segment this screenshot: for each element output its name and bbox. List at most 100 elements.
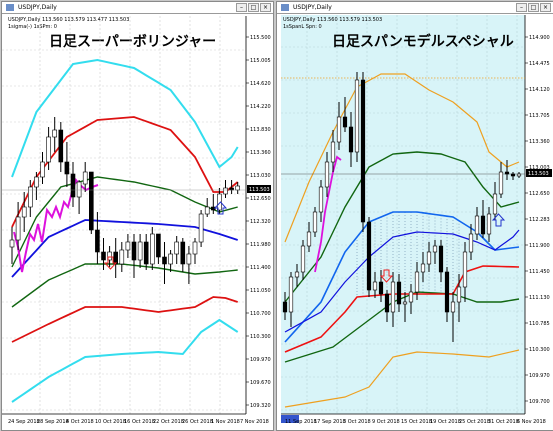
candle-body <box>390 281 396 313</box>
candle-body <box>34 176 39 188</box>
restore-icon[interactable]: □ <box>248 3 259 12</box>
candle-body <box>282 301 288 313</box>
right-window-title: USDJPY,Daily <box>293 4 332 11</box>
restore-icon[interactable]: □ <box>528 3 539 12</box>
candle-body <box>318 186 324 213</box>
date-label: 24 Sep 2018 <box>8 419 40 425</box>
date-label: 26 Oct 2018 <box>182 419 213 425</box>
orange-lower-line <box>284 349 520 408</box>
price-label: 109.970 <box>529 373 550 379</box>
price-label: 111.400 <box>250 265 271 271</box>
left-chart-window[interactable]: USDJPY,Daily – □ × USDJPY,Daily 113.560 … <box>1 1 274 431</box>
sell-signal-arrow <box>103 256 118 270</box>
blue-inner-line <box>284 229 520 333</box>
buy-signal-arrow <box>491 213 506 227</box>
candle-body <box>414 271 420 293</box>
current-price-label: 113.503 <box>249 187 270 193</box>
left-chart-content: 115.500 115.005 114.620 114.220 113.830 113.3… <box>2 16 271 425</box>
candle-body <box>174 241 179 255</box>
left-titlebar[interactable]: USDJPY,Daily – □ × <box>2 2 273 14</box>
candle-body <box>9 239 15 248</box>
candle-body <box>330 141 336 163</box>
price-label: 111.050 <box>250 288 271 294</box>
date-label: 31 Oct 2018 <box>488 419 519 425</box>
price-label: 109.320 <box>250 403 271 409</box>
candle-body <box>354 79 360 153</box>
candle-body <box>107 251 112 261</box>
date-label: 19 Oct 2018 <box>430 419 461 425</box>
price-label: 113.003 <box>529 165 550 171</box>
minimize-icon[interactable]: – <box>516 3 527 12</box>
candle-body <box>186 253 192 265</box>
candle-body <box>180 241 186 265</box>
buy-signal-arrow <box>213 201 228 215</box>
orange-upper-line <box>284 73 520 243</box>
candle-body <box>300 245 306 273</box>
right-chart-content: 114.900 114.475 114.120 113.705 113.360 113.0… <box>281 15 552 425</box>
price-label: 112.650 <box>250 196 271 202</box>
left-window-title: USDJPY,Daily <box>18 4 57 11</box>
candle-body <box>119 249 125 265</box>
candle-body <box>366 221 372 291</box>
candle-body <box>492 193 498 215</box>
date-label: 11 Sep 2018 <box>285 419 317 425</box>
candle-body <box>462 251 468 288</box>
candle-body <box>21 206 27 218</box>
candle-body <box>288 276 294 313</box>
minimize-icon[interactable]: – <box>236 3 247 12</box>
candle-body <box>306 231 312 247</box>
band-minus3-sigma <box>11 318 239 403</box>
candle-body <box>235 185 240 191</box>
candle-body <box>516 173 522 177</box>
candle-body <box>70 173 76 198</box>
candle-body <box>101 251 106 261</box>
candle-body <box>450 301 456 313</box>
red-span-line <box>284 265 520 353</box>
band-plus1-sigma <box>11 176 238 268</box>
candle-body <box>64 161 70 175</box>
candle-body <box>504 171 510 175</box>
candle-body <box>46 136 51 163</box>
date-label: 22 Oct 2018 <box>153 419 184 425</box>
price-label: 114.220 <box>250 104 271 110</box>
candle-body <box>336 116 342 143</box>
candle-body <box>396 281 402 305</box>
close-icon[interactable]: × <box>540 3 551 12</box>
band-plus3-sigma <box>11 58 239 178</box>
left-price-chart[interactable]: USDJPY,Daily 113.560 113.579 113.477 113… <box>2 2 273 430</box>
price-label: 111.450 <box>529 269 550 275</box>
candle-body <box>82 171 88 185</box>
right-price-chart[interactable]: 114.900 114.475 114.120 113.705 113.360 113.0… <box>277 2 553 430</box>
price-label: 112.320 <box>250 219 271 225</box>
chart-background <box>281 15 525 414</box>
left-overlay-title: 日足スーパーボリンジャー <box>49 34 216 50</box>
date-label: 9 Oct 2018 <box>372 419 400 425</box>
right-chart-window[interactable]: USDJPY,Daily – □ × 114.900 114.475 114.120… <box>276 1 553 431</box>
candle-body <box>192 241 198 255</box>
candle-body <box>229 187 234 191</box>
price-label: 109.670 <box>250 380 271 386</box>
candle-body <box>162 256 167 265</box>
candle-body <box>58 129 64 163</box>
price-label: 114.900 <box>529 35 550 41</box>
candle-body <box>420 263 426 273</box>
candle-body <box>348 126 354 153</box>
candle-body <box>468 233 474 253</box>
date-label: 1 Nov 2018 <box>211 419 240 425</box>
candle-body <box>480 215 486 235</box>
price-label: 114.475 <box>529 61 550 67</box>
candle-body <box>312 211 318 233</box>
right-titlebar[interactable]: USDJPY,Daily – □ × <box>277 2 553 14</box>
sell-signal-arrow <box>379 269 394 283</box>
price-label: 111.130 <box>529 295 550 301</box>
candle-body <box>156 233 161 258</box>
price-label: 111.900 <box>529 243 550 249</box>
candle-body <box>40 161 45 178</box>
left-indicator-line: 1sigma(-) 1sSPm: 0 <box>8 24 57 30</box>
candle-body <box>498 171 504 195</box>
close-icon[interactable]: × <box>260 3 271 12</box>
candle-body <box>198 213 204 243</box>
candle-body <box>27 186 33 208</box>
date-label: 10 Oct 2018 <box>95 419 126 425</box>
candle-body <box>474 215 480 235</box>
